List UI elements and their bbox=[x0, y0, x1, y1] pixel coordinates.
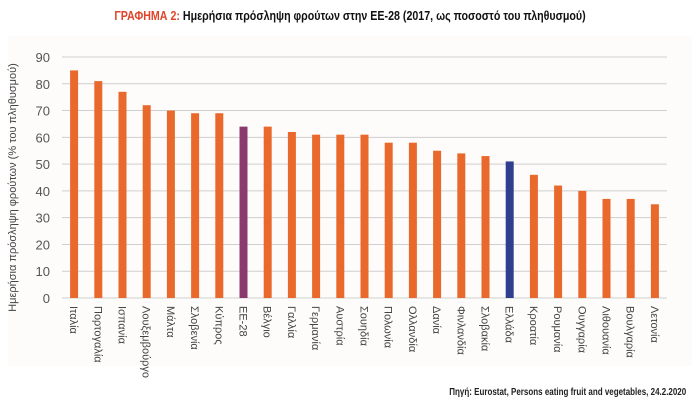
x-tick-label: Ολλανδία bbox=[406, 306, 418, 353]
y-tick-label: 90 bbox=[36, 50, 50, 65]
bar-13 bbox=[384, 142, 393, 298]
bar-22 bbox=[602, 198, 611, 298]
x-tick-label: Σλοβενία bbox=[188, 306, 200, 350]
bar-11 bbox=[336, 134, 345, 298]
bar-7 bbox=[239, 126, 248, 298]
y-tick-label: 30 bbox=[36, 211, 50, 226]
bar-3 bbox=[142, 105, 151, 298]
x-tick-label: ΕΕ-28 bbox=[237, 306, 249, 337]
x-tick-label: Μάλτα bbox=[164, 306, 176, 338]
x-tick-label: Ελλάδα bbox=[503, 306, 515, 344]
bar-6 bbox=[215, 113, 224, 298]
x-tick-label: Γαλλία bbox=[285, 306, 297, 339]
x-tick-label: Σλοβακία bbox=[479, 306, 491, 352]
chart-title-text: Ημερήσια πρόσληψη φρούτων στην ΕΕ-28 (20… bbox=[182, 8, 586, 23]
x-tick-label: Κροατία bbox=[527, 306, 539, 346]
bar-19 bbox=[529, 174, 538, 298]
bar-10 bbox=[312, 134, 321, 298]
y-tick-label: 60 bbox=[36, 130, 50, 145]
bar-8 bbox=[263, 126, 272, 298]
x-tick-label: Σουηδία bbox=[358, 306, 370, 347]
bar-15 bbox=[433, 150, 442, 298]
chart-title-prefix: ΓΡΑΦΗΜΑ 2: bbox=[114, 8, 180, 23]
bar-5 bbox=[191, 113, 200, 298]
bar-0 bbox=[70, 70, 79, 298]
x-tick-label: Ρουμανία bbox=[551, 306, 563, 353]
bar-16 bbox=[457, 153, 466, 298]
y-tick-label: 40 bbox=[36, 184, 50, 199]
bar-12 bbox=[360, 134, 369, 298]
y-tick-label: 80 bbox=[36, 77, 50, 92]
y-tick-label: 10 bbox=[36, 264, 50, 279]
x-tick-label: Κύπρος bbox=[212, 306, 224, 345]
x-tick-label: Βέλγιο bbox=[261, 306, 273, 338]
chart-title: ΓΡΑΦΗΜΑ 2: Ημερήσια πρόσληψη φρούτων στη… bbox=[63, 8, 637, 23]
x-tick-label: Λετονία bbox=[648, 306, 660, 344]
x-tick-label: Ισπανία bbox=[116, 306, 128, 345]
bar-1 bbox=[94, 81, 103, 298]
y-tick-label: 20 bbox=[36, 237, 50, 252]
x-tick-label: Πορτογαλία bbox=[91, 306, 103, 363]
x-tick-label: Ουγγαρία bbox=[575, 306, 587, 354]
bar-21 bbox=[578, 190, 587, 298]
source-note: Πηγή: Eurostat, Persons eating fruit and… bbox=[449, 387, 686, 398]
bar-23 bbox=[626, 198, 635, 298]
x-tick-label: Δανία bbox=[430, 306, 442, 335]
bar-9 bbox=[287, 131, 296, 298]
bar-2 bbox=[118, 91, 127, 298]
bar-24 bbox=[650, 204, 659, 298]
x-tick-label: Γερμανία bbox=[309, 306, 321, 351]
x-tick-label: Λουξεμβούργο bbox=[140, 306, 152, 378]
x-tick-label: Ιταλία bbox=[67, 306, 79, 335]
y-tick-label: 0 bbox=[43, 291, 50, 306]
bar-18 bbox=[505, 161, 514, 298]
bar-20 bbox=[554, 185, 563, 298]
x-tick-label: Πολωνία bbox=[382, 306, 394, 349]
y-axis-label: Ημερήσια πρόσληψη φρούτων (% του πληθυσμ… bbox=[7, 63, 19, 312]
x-tick-label: Λιθουανία bbox=[600, 306, 612, 355]
bar-17 bbox=[481, 156, 490, 298]
x-tick-label: Αυστρία bbox=[333, 306, 345, 346]
bar-14 bbox=[408, 142, 417, 298]
y-tick-label: 70 bbox=[36, 104, 50, 119]
x-tick-label: Βουλγαρία bbox=[624, 306, 636, 359]
bar-4 bbox=[166, 110, 175, 298]
x-tick-label: Φινλανδία bbox=[454, 306, 466, 355]
y-tick-label: 50 bbox=[36, 157, 50, 172]
